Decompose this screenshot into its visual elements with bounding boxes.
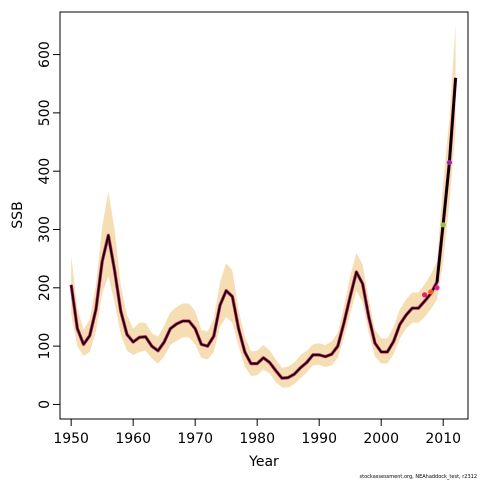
x-tick-label: 1960: [115, 431, 151, 447]
x-tick-label: 1980: [239, 431, 275, 447]
retro-terminal-point: [428, 289, 434, 295]
x-tick-label: 1950: [53, 431, 89, 447]
x-tick-label: 2000: [363, 431, 399, 447]
retro-terminal-point: [446, 159, 452, 166]
y-tick-label: 500: [37, 100, 53, 127]
ssb-estimate-tail: [435, 77, 457, 283]
y-axis-title: SSB: [10, 201, 26, 228]
retro-terminal-point: [434, 285, 440, 291]
y-tick-label: 200: [37, 274, 53, 301]
y-tick-label: 300: [37, 216, 53, 243]
retro-terminal-point: [421, 292, 428, 298]
retro-terminal-point: [440, 222, 446, 228]
y-tick-label: 600: [37, 41, 53, 68]
plot-layer: [69, 24, 458, 388]
plot-frame: [59, 11, 469, 420]
x-axis-title: Year: [248, 454, 279, 470]
x-tick-label: 2010: [425, 431, 461, 447]
x-axis: 1950 1960 1970 1980 1990 2000 2010: [53, 419, 461, 447]
footnote: stockassessment.org, NEAhaddock_test, r2…: [360, 474, 477, 480]
y-tick-label: 0: [37, 400, 53, 409]
ssb-estimate-line: [70, 77, 457, 379]
y-tick-label: 400: [37, 158, 53, 185]
x-tick-label: 1970: [177, 431, 213, 447]
x-tick-label: 1990: [301, 431, 337, 447]
y-tick-label: 100: [37, 333, 53, 360]
y-axis: 0 100 200 300 400 500 600: [37, 41, 60, 409]
